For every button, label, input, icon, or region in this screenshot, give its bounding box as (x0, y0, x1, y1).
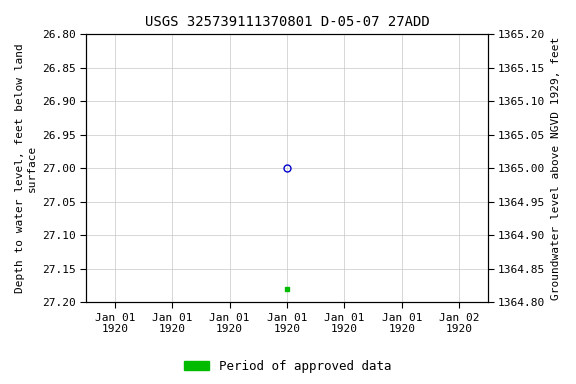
Y-axis label: Groundwater level above NGVD 1929, feet: Groundwater level above NGVD 1929, feet (551, 37, 561, 300)
Y-axis label: Depth to water level, feet below land
surface: Depth to water level, feet below land su… (15, 43, 37, 293)
Legend: Period of approved data: Period of approved data (179, 355, 397, 378)
Title: USGS 325739111370801 D-05-07 27ADD: USGS 325739111370801 D-05-07 27ADD (145, 15, 430, 29)
